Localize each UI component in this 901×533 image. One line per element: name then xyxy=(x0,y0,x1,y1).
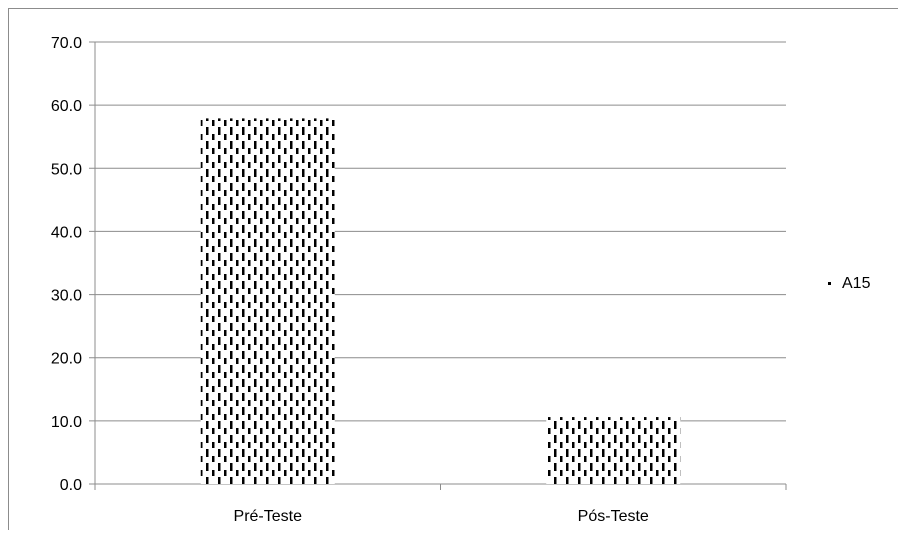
gridlines xyxy=(89,41,786,485)
y-tick-label: 70.0 xyxy=(51,35,82,52)
y-tick-label: 40.0 xyxy=(51,224,82,241)
y-tick-label: 60.0 xyxy=(51,98,82,115)
legend-label: A15 xyxy=(842,275,871,292)
x-category-label: Pós-Teste xyxy=(578,508,649,525)
bar xyxy=(200,118,335,484)
y-tick-label: 0.0 xyxy=(60,477,82,494)
y-tick-label: 30.0 xyxy=(51,288,82,305)
y-tick-label: 10.0 xyxy=(51,414,82,431)
chart-frame xyxy=(8,8,898,530)
legend: A15 xyxy=(828,275,871,292)
y-tick-labels: 0.0 10.0 20.0 30.0 40.0 50.0 60.0 70.0 xyxy=(51,35,82,494)
x-category-label: Pré-Teste xyxy=(234,508,303,525)
axes xyxy=(94,42,787,490)
bars xyxy=(200,118,681,484)
bar xyxy=(546,417,681,484)
legend-swatch xyxy=(828,282,831,285)
y-tick-label: 50.0 xyxy=(51,161,82,178)
x-category-labels: Pré-Teste Pós-Teste xyxy=(234,508,649,525)
y-tick-label: 20.0 xyxy=(51,351,82,368)
